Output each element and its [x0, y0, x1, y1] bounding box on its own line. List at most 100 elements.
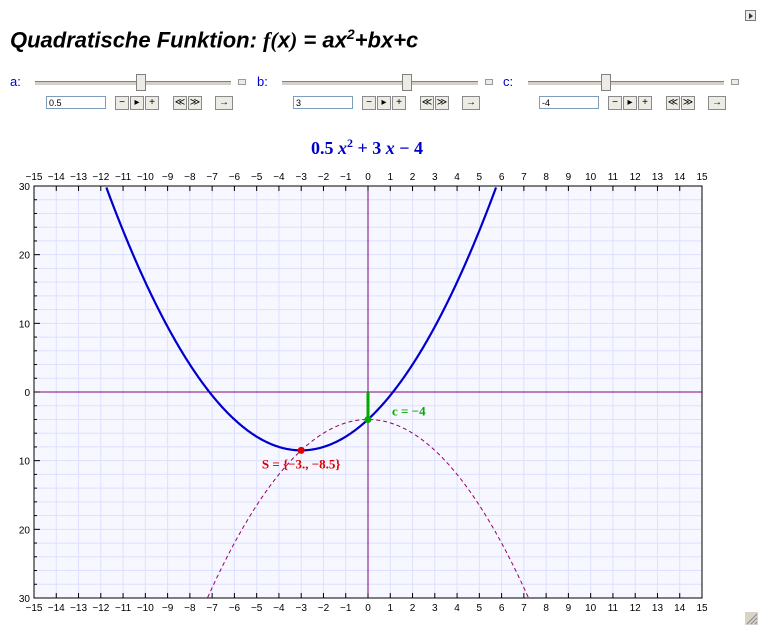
x-tick-label-bottom: −4: [273, 603, 285, 614]
x-tick-label-top: −8: [184, 172, 196, 183]
x-tick-label-bottom: 2: [410, 603, 416, 614]
x-tick-label-top: 9: [566, 172, 572, 183]
title-f: f: [263, 27, 271, 53]
x-tick-label-bottom: −6: [229, 603, 241, 614]
increment-c-button[interactable]: +: [638, 96, 652, 110]
chart-title: 0.5 x2 + 3 x − 4: [311, 136, 423, 158]
slider-a-toggle[interactable]: [238, 79, 246, 85]
slider-b-thumb[interactable]: [402, 74, 413, 91]
x-tick-label-top: 10: [585, 172, 597, 183]
slider-c-track[interactable]: [528, 81, 724, 86]
y-tick-label: 30: [19, 594, 31, 605]
faster-b-button[interactable]: ≪: [420, 96, 434, 110]
x-tick-label-bottom: 9: [566, 603, 572, 614]
play-a-button[interactable]: ▸: [130, 96, 144, 110]
y-tick-label: 20: [19, 525, 31, 536]
reflected-parabola: [207, 418, 529, 598]
x-tick-label-bottom: 7: [521, 603, 527, 614]
value-b-field[interactable]: 3: [293, 96, 353, 109]
x-tick-label-bottom: −13: [70, 603, 87, 614]
slider-b-toggle[interactable]: [485, 79, 493, 85]
x-tick-label-top: 11: [608, 172, 619, 183]
resize-grip-icon[interactable]: [745, 612, 758, 625]
y-tick-label: 10: [19, 457, 31, 468]
x-tick-label-bottom: 3: [432, 603, 438, 614]
x-tick-label-top: 7: [521, 172, 527, 183]
x-tick-label-bottom: 13: [652, 603, 664, 614]
title-open-paren: (: [270, 27, 278, 53]
x-tick-label-bottom: 12: [630, 603, 642, 614]
x-tick-label-bottom: −3: [295, 603, 307, 614]
control-a-label: a:: [10, 74, 21, 89]
step-a-button[interactable]: →: [215, 96, 233, 110]
slider-a-thumb[interactable]: [135, 74, 146, 91]
x-tick-label-top: −9: [162, 172, 174, 183]
play-b-button[interactable]: ▸: [377, 96, 391, 110]
decrement-a-button[interactable]: −: [115, 96, 129, 110]
x-tick-label-top: 6: [499, 172, 505, 183]
step-b-button[interactable]: →: [462, 96, 480, 110]
x-tick-label-bottom: 0: [365, 603, 371, 614]
slider-c-toggle[interactable]: [731, 79, 739, 85]
y-tick-label: 0: [24, 388, 30, 399]
control-c-label: c:: [503, 74, 514, 89]
x-tick-label-bottom: 10: [585, 603, 597, 614]
x-tick-label-bottom: −15: [26, 603, 43, 614]
x-tick-label-bottom: −1: [340, 603, 352, 614]
slider-c-thumb[interactable]: [601, 74, 612, 91]
title-close-paren: ): [289, 27, 298, 53]
increment-a-button[interactable]: +: [145, 96, 159, 110]
control-a: a: 0.5 − ▸ + ≪ ≫ →: [10, 74, 246, 114]
x-tick-label-top: −11: [115, 172, 132, 183]
x-tick-label-top: 15: [696, 172, 708, 183]
y-tick-label: 20: [19, 251, 31, 262]
decrement-b-button[interactable]: −: [362, 96, 376, 110]
x-tick-label-top: 8: [543, 172, 549, 183]
window-menu-button[interactable]: [745, 10, 756, 21]
x-tick-label-top: 4: [454, 172, 460, 183]
x-tick-label-bottom: −7: [206, 603, 218, 614]
play-c-button[interactable]: ▸: [623, 96, 637, 110]
x-tick-label-top: −10: [137, 172, 154, 183]
x-tick-label-bottom: −12: [92, 603, 109, 614]
x-tick-label-top: −12: [92, 172, 109, 183]
x-tick-label-top: −2: [318, 172, 330, 183]
slower-a-button[interactable]: ≫: [188, 96, 202, 110]
x-tick-label-bottom: 5: [477, 603, 483, 614]
decrement-c-button[interactable]: −: [608, 96, 622, 110]
vertex-point: [297, 446, 305, 454]
y-tick-label: 30: [19, 182, 31, 193]
x-tick-label-top: −15: [26, 172, 43, 183]
x-tick-label-top: −1: [340, 172, 352, 183]
slower-c-button[interactable]: ≫: [681, 96, 695, 110]
x-tick-label-top: 5: [477, 172, 483, 183]
slider-b-track[interactable]: [282, 81, 478, 86]
x-tick-label-bottom: −9: [162, 603, 174, 614]
x-tick-label-top: 2: [410, 172, 416, 183]
slower-b-button[interactable]: ≫: [435, 96, 449, 110]
title-exponent: 2: [346, 26, 355, 42]
control-b: b: 3 − ▸ + ≪ ≫ →: [257, 74, 493, 114]
x-tick-label-bottom: 11: [608, 603, 619, 614]
control-c: c: -4 − ▸ + ≪ ≫ →: [503, 74, 739, 114]
x-tick-label-bottom: 4: [454, 603, 460, 614]
value-c-field[interactable]: -4: [539, 96, 599, 109]
faster-c-button[interactable]: ≪: [666, 96, 680, 110]
intercept-point: [364, 415, 372, 423]
x-tick-label-bottom: −11: [115, 603, 132, 614]
increment-b-button[interactable]: +: [392, 96, 406, 110]
x-tick-label-top: −5: [251, 172, 263, 183]
title-equals: =: [303, 27, 317, 53]
slider-a-track[interactable]: [35, 81, 231, 86]
x-tick-label-top: −3: [295, 172, 307, 183]
x-tick-label-top: −14: [48, 172, 65, 183]
faster-a-button[interactable]: ≪: [173, 96, 187, 110]
step-c-button[interactable]: →: [708, 96, 726, 110]
value-a-field[interactable]: 0.5: [46, 96, 106, 109]
x-tick-label-top: 12: [630, 172, 642, 183]
title-prefix: Quadratische Funktion:: [10, 27, 257, 53]
x-tick-label-top: 0: [365, 172, 371, 183]
x-tick-label-top: −6: [229, 172, 241, 183]
x-tick-label-top: 13: [652, 172, 664, 183]
x-tick-label-top: 3: [432, 172, 438, 183]
